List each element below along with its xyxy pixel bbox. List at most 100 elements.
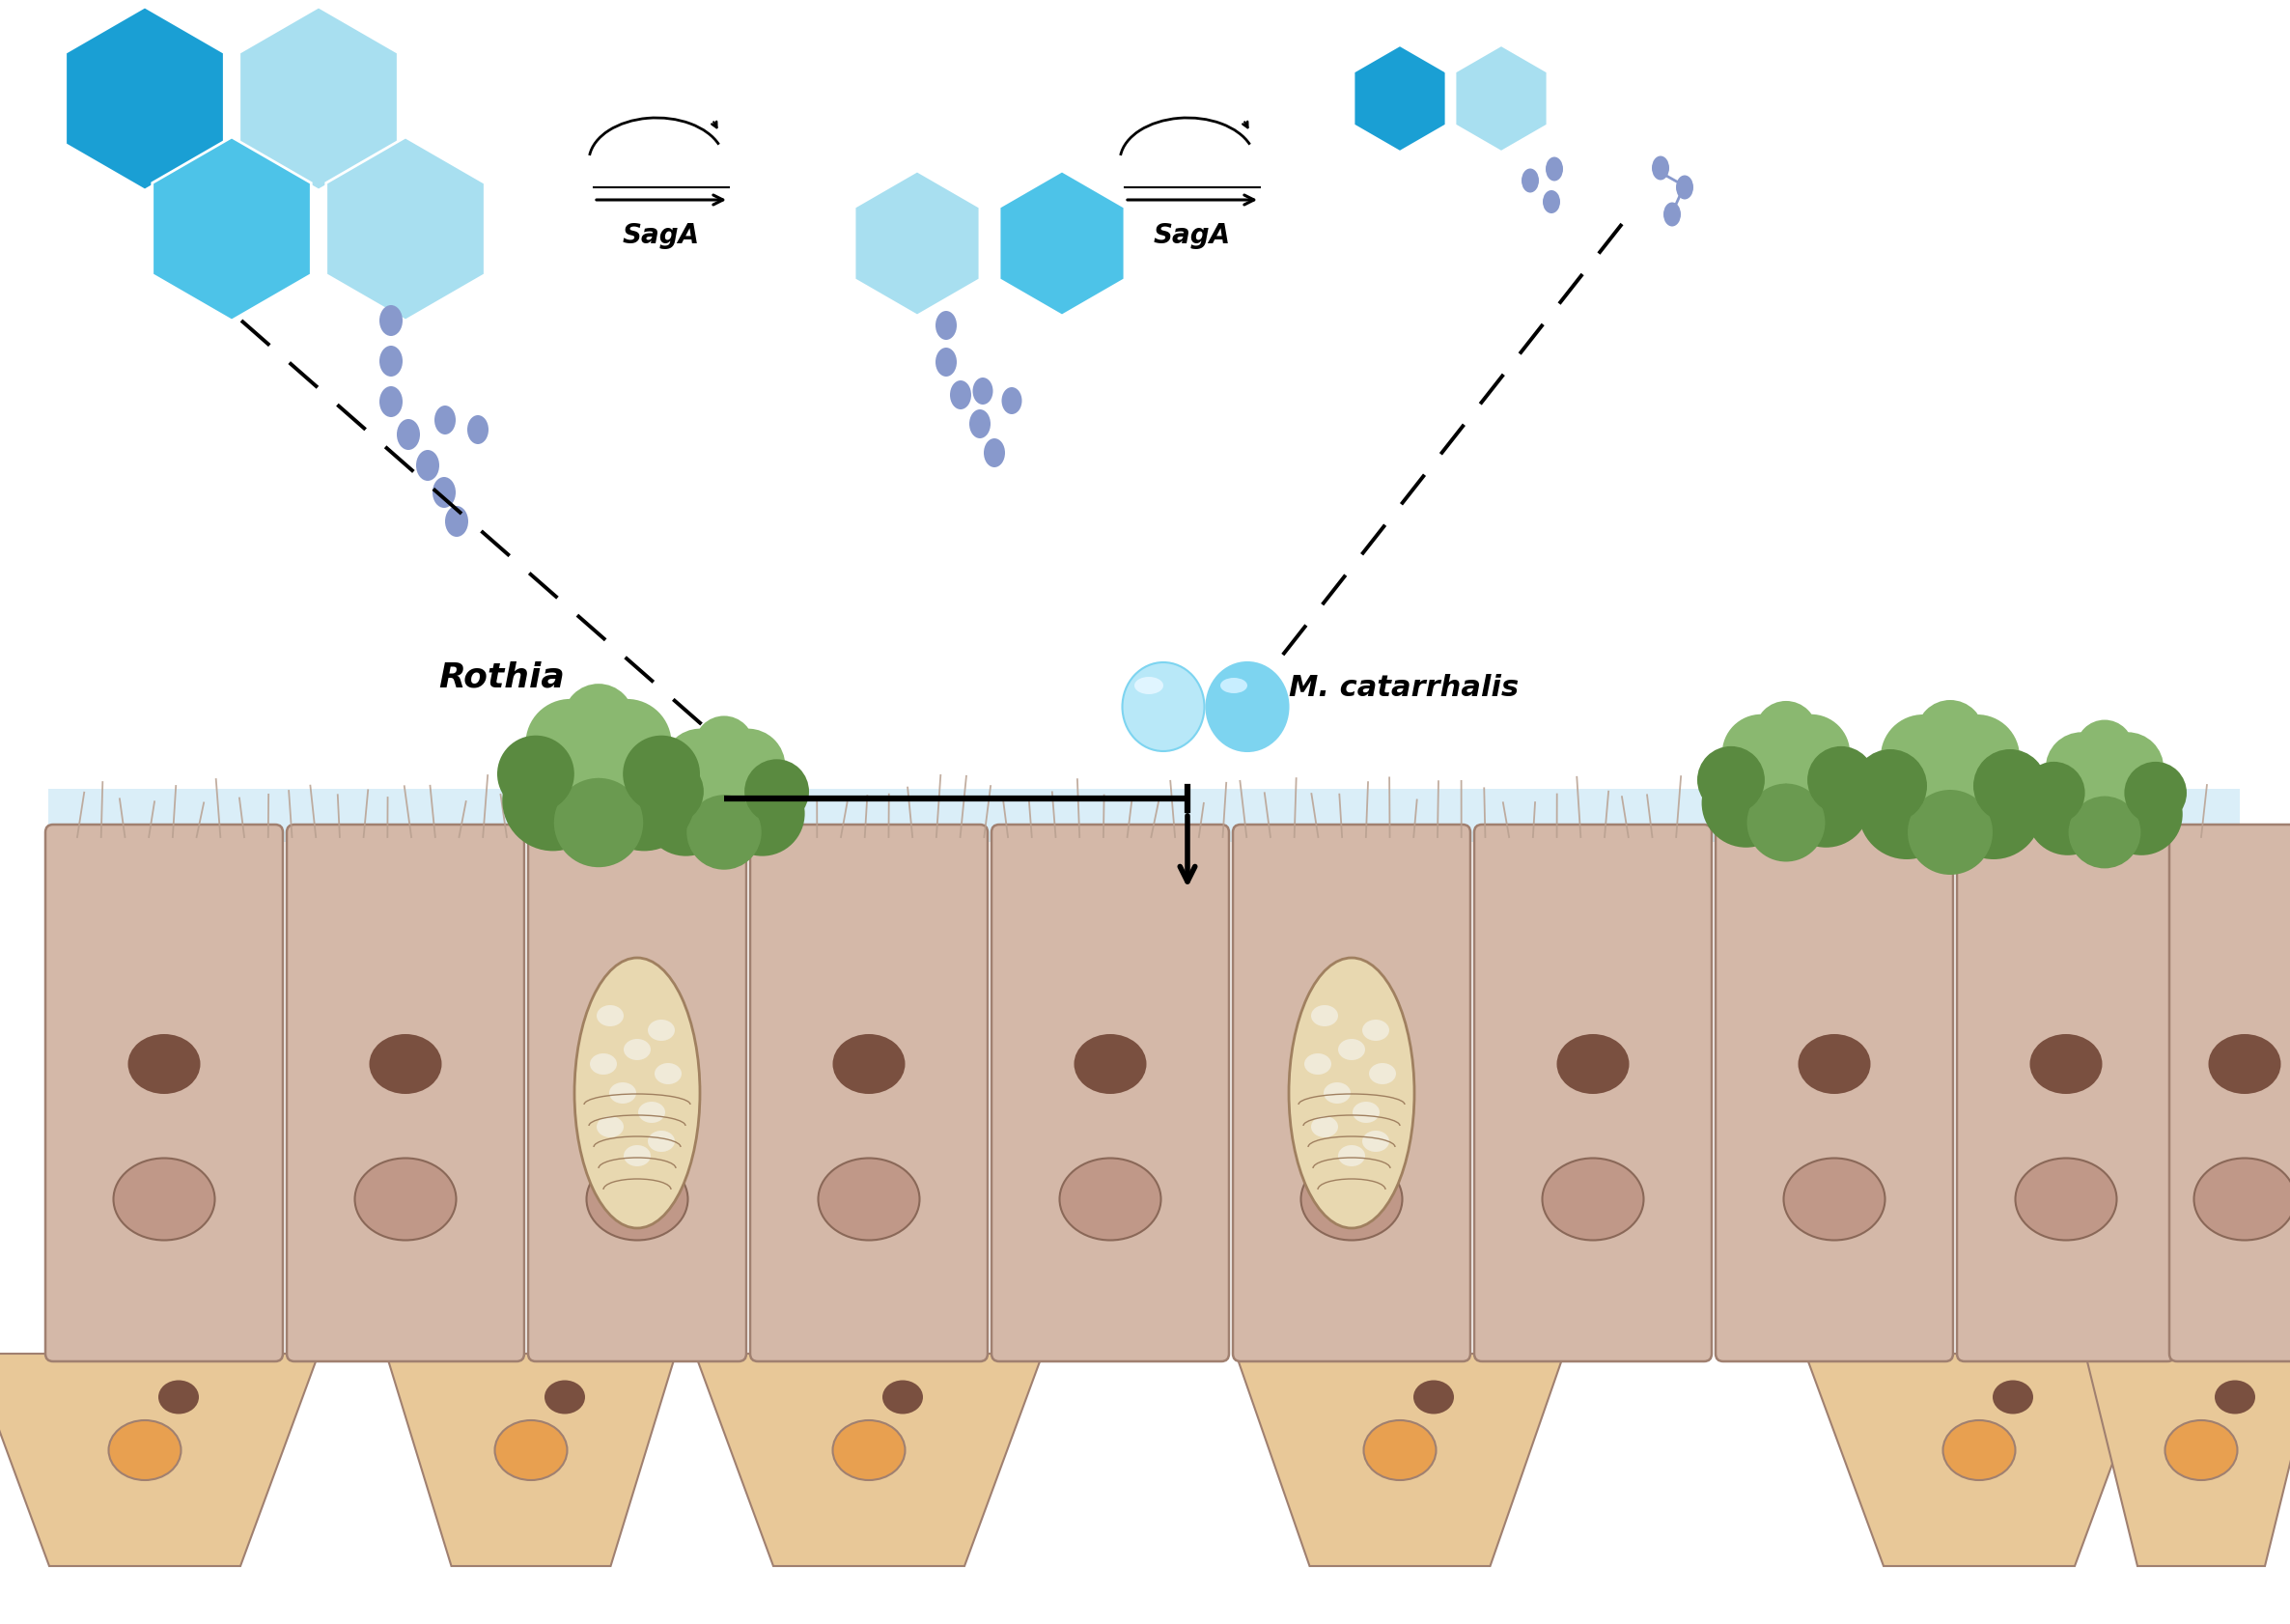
Ellipse shape: [2194, 1158, 2290, 1241]
Ellipse shape: [950, 380, 971, 409]
FancyBboxPatch shape: [46, 825, 284, 1361]
Ellipse shape: [355, 1158, 456, 1241]
Ellipse shape: [1784, 1158, 1885, 1241]
Circle shape: [623, 736, 701, 812]
FancyBboxPatch shape: [2169, 825, 2290, 1361]
Polygon shape: [325, 136, 485, 320]
Ellipse shape: [639, 1101, 664, 1122]
Circle shape: [554, 778, 643, 867]
Circle shape: [719, 771, 804, 856]
Circle shape: [1853, 749, 1926, 823]
Circle shape: [1697, 747, 1766, 814]
Polygon shape: [66, 6, 224, 190]
Ellipse shape: [1363, 1130, 1390, 1151]
Circle shape: [2100, 773, 2182, 856]
Ellipse shape: [2015, 1158, 2116, 1241]
Ellipse shape: [1312, 1116, 1337, 1137]
Ellipse shape: [1663, 203, 1681, 226]
Circle shape: [744, 758, 808, 823]
Ellipse shape: [417, 450, 440, 481]
Ellipse shape: [108, 1421, 181, 1479]
Ellipse shape: [1337, 1145, 1365, 1166]
Circle shape: [563, 684, 634, 755]
Ellipse shape: [648, 1020, 676, 1041]
Ellipse shape: [1314, 1034, 1388, 1095]
FancyBboxPatch shape: [286, 825, 524, 1361]
Ellipse shape: [1353, 1101, 1379, 1122]
Ellipse shape: [1221, 677, 1248, 693]
Text: Rothia: Rothia: [440, 661, 566, 693]
Circle shape: [639, 758, 703, 823]
Ellipse shape: [435, 406, 456, 435]
Circle shape: [2027, 773, 2109, 856]
Circle shape: [1772, 715, 1850, 793]
Ellipse shape: [2214, 1380, 2256, 1415]
Ellipse shape: [598, 1005, 623, 1026]
Circle shape: [2125, 762, 2187, 823]
Circle shape: [1880, 715, 1965, 799]
Ellipse shape: [1363, 1421, 1436, 1479]
Circle shape: [2068, 796, 2141, 869]
Ellipse shape: [396, 419, 419, 450]
Ellipse shape: [609, 1082, 637, 1104]
Ellipse shape: [973, 377, 994, 404]
Ellipse shape: [1122, 663, 1205, 752]
Ellipse shape: [495, 1421, 568, 1479]
Circle shape: [497, 736, 575, 812]
Ellipse shape: [834, 1421, 905, 1479]
Ellipse shape: [1521, 169, 1539, 193]
Circle shape: [593, 750, 694, 851]
Ellipse shape: [1289, 958, 1415, 1228]
Ellipse shape: [1134, 677, 1163, 693]
Circle shape: [1974, 749, 2047, 823]
Ellipse shape: [380, 346, 403, 377]
Ellipse shape: [1301, 1158, 1401, 1241]
Ellipse shape: [1074, 1034, 1147, 1095]
Ellipse shape: [1324, 1082, 1351, 1104]
FancyBboxPatch shape: [1715, 825, 1953, 1361]
Circle shape: [710, 729, 785, 804]
Ellipse shape: [158, 1380, 199, 1415]
Ellipse shape: [1541, 1158, 1644, 1241]
Ellipse shape: [2208, 1034, 2281, 1095]
Ellipse shape: [128, 1034, 199, 1095]
Circle shape: [1754, 702, 1818, 763]
FancyBboxPatch shape: [992, 825, 1230, 1361]
Ellipse shape: [1557, 1034, 1628, 1095]
Circle shape: [2077, 719, 2134, 778]
Ellipse shape: [591, 1054, 616, 1075]
Ellipse shape: [1992, 1380, 2034, 1415]
FancyBboxPatch shape: [1475, 825, 1711, 1361]
Ellipse shape: [1207, 663, 1289, 752]
Polygon shape: [1454, 45, 1548, 151]
Circle shape: [502, 750, 605, 851]
Circle shape: [582, 698, 671, 788]
Ellipse shape: [648, 1130, 676, 1151]
Ellipse shape: [380, 387, 403, 417]
Ellipse shape: [1413, 1380, 1454, 1415]
Ellipse shape: [433, 477, 456, 508]
Circle shape: [527, 698, 614, 788]
Ellipse shape: [985, 438, 1005, 468]
Text: M. catarrhalis: M. catarrhalis: [1289, 674, 1518, 702]
Circle shape: [2045, 732, 2118, 804]
Circle shape: [694, 716, 753, 775]
Ellipse shape: [598, 1116, 623, 1137]
Ellipse shape: [882, 1380, 923, 1415]
Polygon shape: [998, 171, 1124, 315]
Circle shape: [1859, 763, 1956, 859]
Circle shape: [1935, 715, 2020, 799]
Ellipse shape: [575, 958, 701, 1228]
FancyBboxPatch shape: [1958, 825, 2176, 1361]
Circle shape: [1944, 763, 2043, 859]
Polygon shape: [151, 136, 311, 320]
Circle shape: [2091, 732, 2164, 804]
Circle shape: [687, 794, 763, 870]
Ellipse shape: [655, 1064, 682, 1085]
Polygon shape: [2086, 1354, 2290, 1566]
Ellipse shape: [1363, 1020, 1390, 1041]
Ellipse shape: [1369, 1064, 1397, 1085]
Ellipse shape: [818, 1158, 921, 1241]
Circle shape: [1807, 747, 1876, 814]
Circle shape: [1747, 783, 1825, 862]
